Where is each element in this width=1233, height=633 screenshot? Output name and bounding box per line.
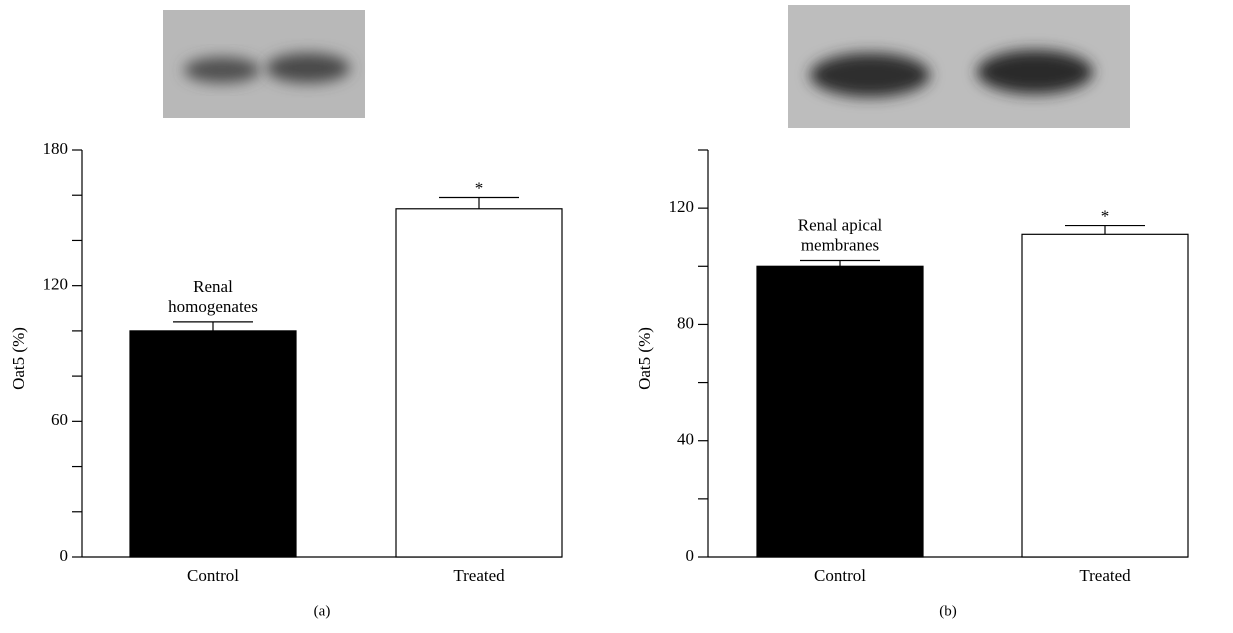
panel-label: (a) xyxy=(314,603,331,619)
bar xyxy=(1021,233,1189,558)
y-tick-label: 60 xyxy=(51,410,68,429)
bar xyxy=(756,265,924,558)
x-tick-label: Treated xyxy=(453,566,505,585)
error-bar xyxy=(439,196,519,209)
error-bar xyxy=(1065,224,1145,235)
panel-label: (b) xyxy=(939,603,957,619)
annotation: homogenates xyxy=(168,297,258,316)
annotation: Renal apical xyxy=(798,215,883,234)
y-tick-label: 0 xyxy=(60,546,69,565)
y-axis-label: Oat5 (%) xyxy=(635,327,654,390)
y-tick-label: 120 xyxy=(43,275,69,294)
bar xyxy=(129,330,297,558)
blot-image-a xyxy=(163,10,365,118)
x-tick-label: Control xyxy=(814,566,866,585)
y-axis-label: Oat5 (%) xyxy=(9,327,28,390)
error-bar xyxy=(800,259,880,267)
bar xyxy=(395,208,563,558)
annotation: membranes xyxy=(801,235,879,254)
y-tick-label: 0 xyxy=(686,546,695,565)
y-tick-label: 120 xyxy=(669,197,695,216)
annotation: Renal xyxy=(193,277,233,296)
x-tick-label: Treated xyxy=(1079,566,1131,585)
y-tick-label: 80 xyxy=(677,313,694,332)
y-tick-label: 40 xyxy=(677,430,694,449)
x-tick-label: Control xyxy=(187,566,239,585)
error-bar xyxy=(173,321,253,331)
significance-label: * xyxy=(1101,206,1110,225)
blot-image-b xyxy=(788,5,1130,128)
y-tick-label: 180 xyxy=(43,139,69,158)
significance-label: * xyxy=(475,178,484,197)
